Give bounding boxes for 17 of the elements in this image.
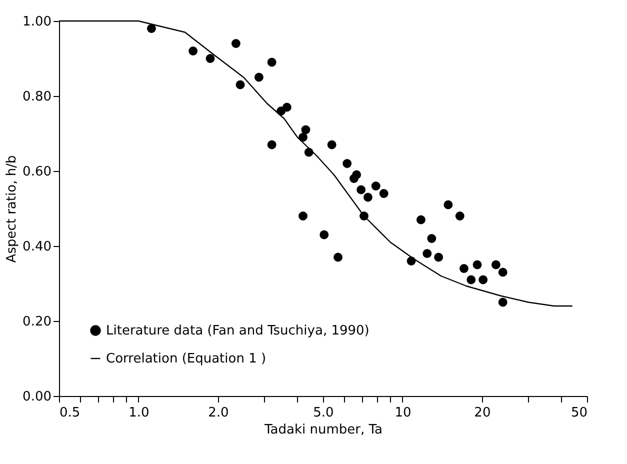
x-tick-label: 0.5 — [60, 406, 80, 420]
x-tick-label: 50 — [570, 406, 588, 420]
legend-label: Literature data (Fan and Tsuchiya, 1990) — [106, 324, 370, 338]
x-tick-label: 10 — [394, 406, 412, 420]
x-tick-label: 20 — [474, 406, 491, 420]
y-tick-label: 0.20 — [22, 314, 52, 330]
y-axis-title: Aspect ratio, h/b — [4, 155, 20, 263]
y-tick-label: 0.00 — [22, 390, 52, 404]
legend-label: Correlation (Equation 1 ) — [106, 352, 266, 366]
x-axis-title: Tadaki number, Ta — [263, 422, 383, 438]
y-tick-label: 0.40 — [22, 240, 52, 254]
y-tick-label: 1.00 — [22, 14, 52, 30]
x-tick-label: 1.0 — [128, 406, 150, 420]
y-tick-label: 0.80 — [22, 90, 52, 104]
x-tick-label: 2.0 — [208, 406, 229, 420]
y-tick-label: 0.60 — [22, 164, 52, 180]
x-tick-label: 5.0 — [313, 406, 334, 420]
